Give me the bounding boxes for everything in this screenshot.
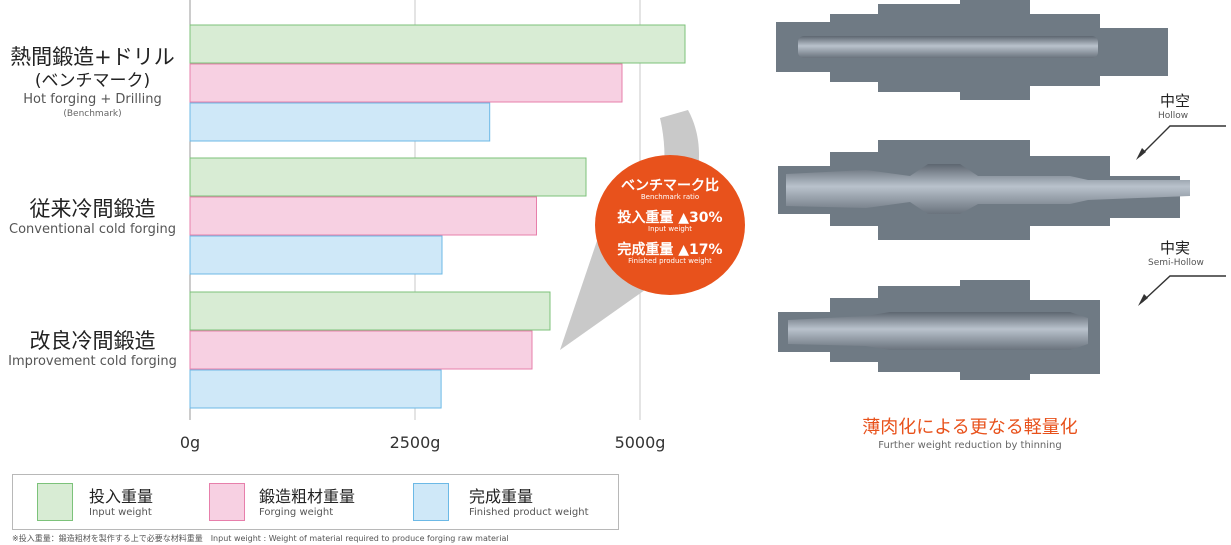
bar-1-0 <box>189 157 587 197</box>
chart-bars <box>189 24 686 409</box>
bar-0-2 <box>189 102 491 142</box>
legend-label-jp: 完成重量 <box>469 487 534 506</box>
bar-2-2 <box>189 369 442 409</box>
bar-1-2 <box>189 235 443 275</box>
legend-label-en: Input weight <box>89 507 152 518</box>
category-en-sub: (Benchmark) <box>63 109 122 119</box>
hollow-label-en: Hollow <box>1158 111 1189 121</box>
category-en: Improvement cold forging <box>8 354 177 369</box>
chart-legend: 投入重量 Input weight 鍛造粗材重量 Forging weight … <box>12 474 619 530</box>
legend-swatch-finished <box>413 483 449 521</box>
category-en: Conventional cold forging <box>9 222 176 237</box>
right-panel-subtitle: Further weight reduction by thinning <box>878 440 1062 451</box>
bar-0-1 <box>189 63 623 103</box>
semi-pointer-head <box>1138 294 1148 306</box>
bar-2-1 <box>189 330 533 370</box>
hollow-pointer-line <box>1139 125 1226 157</box>
badge-line1: 投入重量 ▲30% <box>617 210 723 226</box>
hollow-pointer-head <box>1136 148 1146 160</box>
legend-swatch-forging <box>209 483 245 521</box>
shaft-semi-hollow <box>778 280 1100 380</box>
category-label-0: 熱間鍛造+ドリル (ベンチマーク) Hot forging + Drilling… <box>0 44 185 120</box>
footnote: ※投入重量：鍛造粗材を製作する上で必要な材料重量 Input weight : … <box>12 534 509 543</box>
shaft-hollow <box>778 140 1190 240</box>
x-tick-label: 5000g <box>614 433 666 452</box>
x-tick-label: 2500g <box>389 433 441 452</box>
badge-title-en: Benchmark ratio <box>640 193 700 201</box>
legend-swatch-input <box>37 483 73 521</box>
legend-label-jp: 投入重量 <box>89 487 154 506</box>
shaft-core <box>786 164 1190 214</box>
legend-label-jp: 鍛造粗材重量 <box>259 487 356 506</box>
category-jp: 従来冷間鍛造 <box>29 197 156 221</box>
semi-label-en: Semi-Hollow <box>1148 258 1204 268</box>
badge-title: ベンチマーク比 <box>621 178 719 194</box>
category-en: Hot forging + Drilling <box>23 92 162 107</box>
category-jp: 熱間鍛造+ドリル <box>10 45 175 69</box>
shaft-benchmark <box>776 0 1168 100</box>
badge-line2: 完成重量 ▲17% <box>617 242 723 258</box>
benchmark-ratio-badge: ベンチマーク比 Benchmark ratio 投入重量 ▲30% Input … <box>595 155 745 295</box>
category-label-1: 従来冷間鍛造 Conventional cold forging <box>0 196 185 238</box>
bar-chart <box>189 0 700 420</box>
legend-label-en: Forging weight <box>259 507 334 518</box>
shaft-core <box>788 312 1088 350</box>
legend-label-en: Finished product weight <box>469 507 589 518</box>
bar-1-1 <box>189 196 537 236</box>
semi-pointer-line <box>1141 275 1226 303</box>
shaft-illustrations <box>776 0 1226 380</box>
category-jp-sub: (ベンチマーク) <box>34 71 151 91</box>
bar-2-0 <box>189 291 551 331</box>
badge-line1-en: Input weight <box>648 225 692 233</box>
bar-0-0 <box>189 24 686 64</box>
hollow-label-jp: 中空 <box>1160 92 1191 110</box>
right-panel-title: 薄肉化による更なる軽量化 <box>862 417 1078 438</box>
category-label-2: 改良冷間鍛造 Improvement cold forging <box>0 328 185 370</box>
semi-label-jp: 中実 <box>1160 239 1191 257</box>
x-tick-label: 0g <box>179 433 201 452</box>
badge-line2-en: Finished product weight <box>628 257 712 265</box>
shaft-bore <box>798 36 1098 58</box>
category-jp: 改良冷間鍛造 <box>29 329 156 353</box>
